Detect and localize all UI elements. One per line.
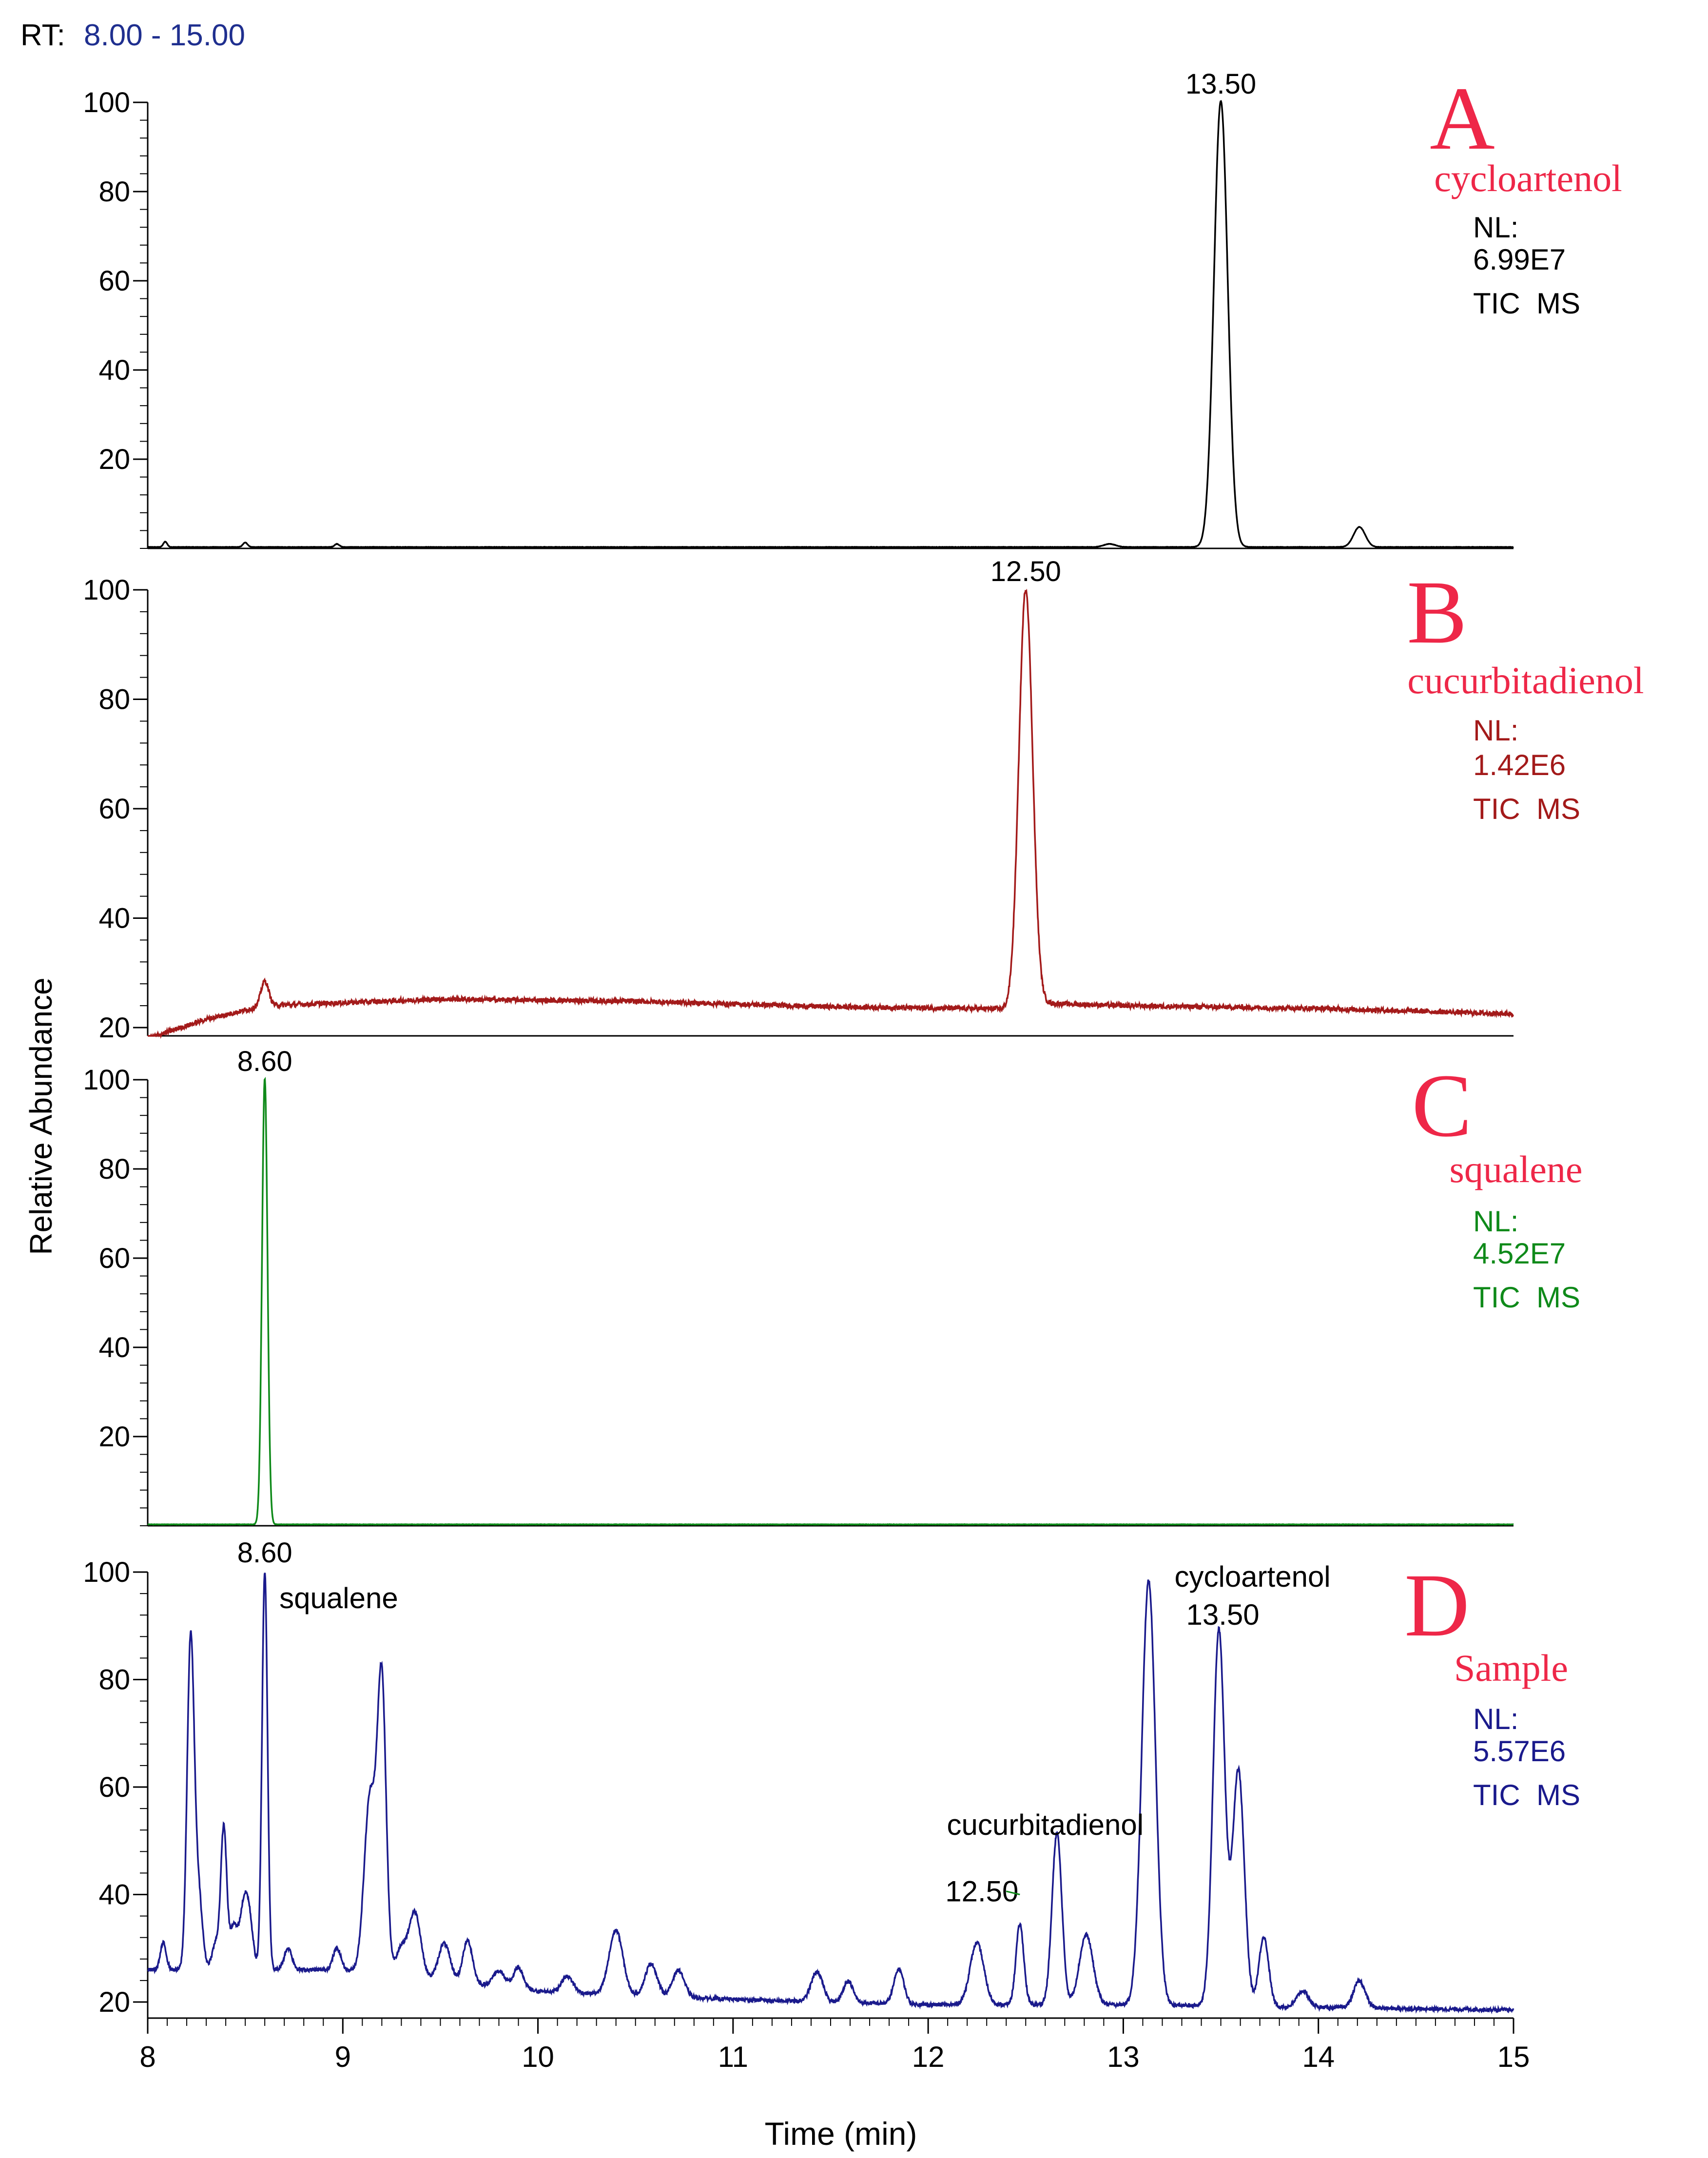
panel-b-compound: cucurbitadienol [1407, 659, 1644, 701]
y-tick-label: 20 [98, 444, 130, 475]
y-tick-label: 40 [98, 903, 130, 934]
y-tick-label: 40 [98, 1879, 130, 1911]
panel-a-nl-value: 6.99E7 [1473, 243, 1566, 276]
panel-c-nl-label: NL: [1473, 1205, 1518, 1238]
panel-d-nl-value: 5.57E6 [1473, 1735, 1566, 1768]
x-tick-label: 14 [1302, 2041, 1335, 2073]
panel-a-compound: cycloartenol [1434, 157, 1622, 199]
y-tick-label: 40 [98, 1332, 130, 1363]
x-axis-label: Time (min) [765, 2116, 917, 2152]
panel-d-cucurbitadienol-label: cucurbitadienol [947, 1808, 1144, 1841]
y-tick-label: 60 [98, 793, 130, 825]
rt-label: RT: [20, 19, 65, 52]
x-tick-label: 15 [1497, 2041, 1530, 2073]
panel-b-nl-value: 1.42E6 [1473, 749, 1566, 781]
y-tick-label: 80 [98, 684, 130, 716]
rt-range: 8.00 - 15.00 [84, 19, 245, 52]
panel-d-squalene-rt-label: 8.60 [237, 1537, 292, 1569]
x-tick-label: 8 [139, 2041, 155, 2073]
panel-b-scan: TIC MS [1473, 793, 1580, 825]
panel-a-letter: A [1430, 69, 1495, 169]
panel-a-ticks: 20 40 60 80 100 [83, 87, 1514, 549]
panel-a-trace [147, 100, 1514, 548]
panel-d-cycloartenol-label: cycloartenol [1174, 1560, 1330, 1593]
x-tick-label: 10 [522, 2041, 554, 2073]
panel-d-ticks: 20 40 60 80 100 [83, 1556, 149, 2018]
panel-c-ticks: 20 40 60 80 100 [83, 1064, 1514, 1527]
panel-b-peak-label: 12.50 [990, 556, 1061, 587]
panel-c-nl-value: 4.52E7 [1473, 1237, 1566, 1270]
x-axis-ticks: 8 9 10 11 12 13 14 15 [139, 2017, 1530, 2073]
y-tick-label: 40 [98, 354, 130, 386]
y-axis-label: Relative Abundance [23, 977, 58, 1255]
y-tick-label: 20 [98, 1421, 130, 1453]
panel-d: 20 40 60 80 100 8 9 10 11 12 13 14 15 8.60 squalene… [83, 1537, 1580, 2073]
panel-b-nl-label: NL: [1473, 714, 1518, 747]
y-tick-label: 60 [98, 1243, 130, 1274]
panel-a-peak-label: 13.50 [1185, 68, 1256, 100]
panel-c-scan: TIC MS [1473, 1281, 1580, 1314]
panel-d-cucurbitadienol-leader [1006, 1890, 1020, 1895]
panel-d-cycloartenol-rt-label: 13.50 [1186, 1598, 1259, 1631]
panel-a-nl-label: NL: [1473, 211, 1518, 244]
x-tick-label: 11 [718, 2041, 748, 2073]
panel-c: 20 40 60 80 100 8.60 C squalene NL: 4.52E7 T… [83, 1046, 1583, 1527]
y-tick-label: 100 [83, 1064, 130, 1096]
panel-b-trace [148, 588, 1514, 1039]
panel-b-letter: B [1407, 563, 1467, 662]
panel-d-letter: D [1404, 1555, 1470, 1655]
panel-c-compound: squalene [1450, 1148, 1583, 1190]
panel-a-scan: TIC MS [1473, 287, 1580, 320]
panel-d-squalene-label: squalene [279, 1582, 398, 1614]
panel-a: 20 40 60 80 100 13.50 A cycloartenol NL: 6.9… [83, 68, 1622, 549]
panel-c-peak-label: 8.60 [237, 1046, 292, 1077]
x-tick-label: 13 [1107, 2041, 1140, 2073]
x-tick-label: 12 [912, 2041, 945, 2073]
y-tick-label: 80 [98, 176, 130, 208]
y-tick-label: 100 [83, 574, 130, 606]
y-tick-label: 20 [98, 1012, 130, 1044]
y-tick-label: 60 [98, 265, 130, 297]
y-tick-label: 100 [83, 87, 130, 118]
x-tick-label: 9 [335, 2041, 351, 2073]
panel-c-trace [147, 1076, 1514, 1526]
y-tick-label: 80 [98, 1664, 130, 1696]
y-tick-label: 20 [98, 1986, 130, 2018]
panel-b-ticks: 20 40 60 80 100 [83, 574, 1514, 1044]
y-tick-label: 100 [83, 1556, 130, 1588]
panel-d-scan: TIC MS [1473, 1779, 1580, 1811]
panel-c-letter: C [1412, 1056, 1472, 1156]
y-tick-label: 80 [98, 1153, 130, 1185]
y-tick-label: 60 [98, 1771, 130, 1803]
panel-d-nl-label: NL: [1473, 1703, 1518, 1735]
panel-d-trace [147, 1573, 1514, 2015]
panel-d-compound: Sample [1454, 1647, 1568, 1689]
